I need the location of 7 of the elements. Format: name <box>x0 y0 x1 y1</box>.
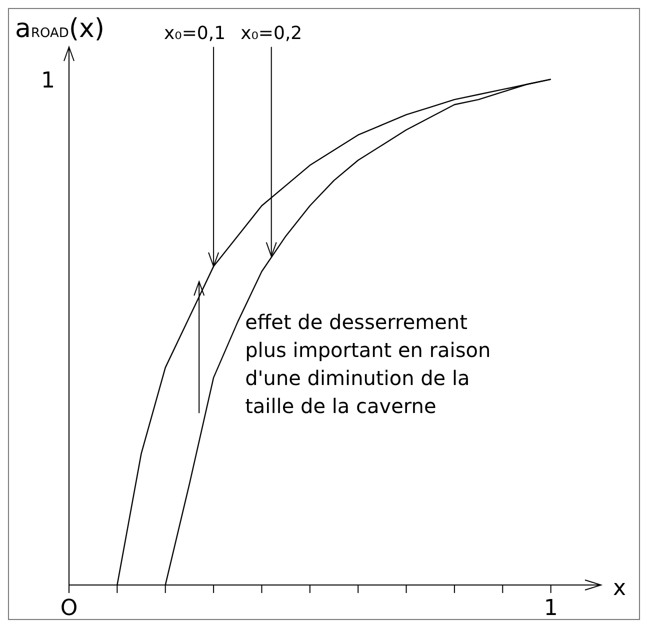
text: 1 <box>41 68 55 94</box>
x-axis-title: x <box>613 576 626 601</box>
text: x₀=0,2 <box>240 22 302 44</box>
annotation: effet de desserrement plus important en raison d'une diminution de la taille de la caverne <box>245 309 492 420</box>
text: 1 <box>544 596 558 621</box>
text: O <box>60 596 78 621</box>
text: x₀=0,1 <box>164 22 226 44</box>
